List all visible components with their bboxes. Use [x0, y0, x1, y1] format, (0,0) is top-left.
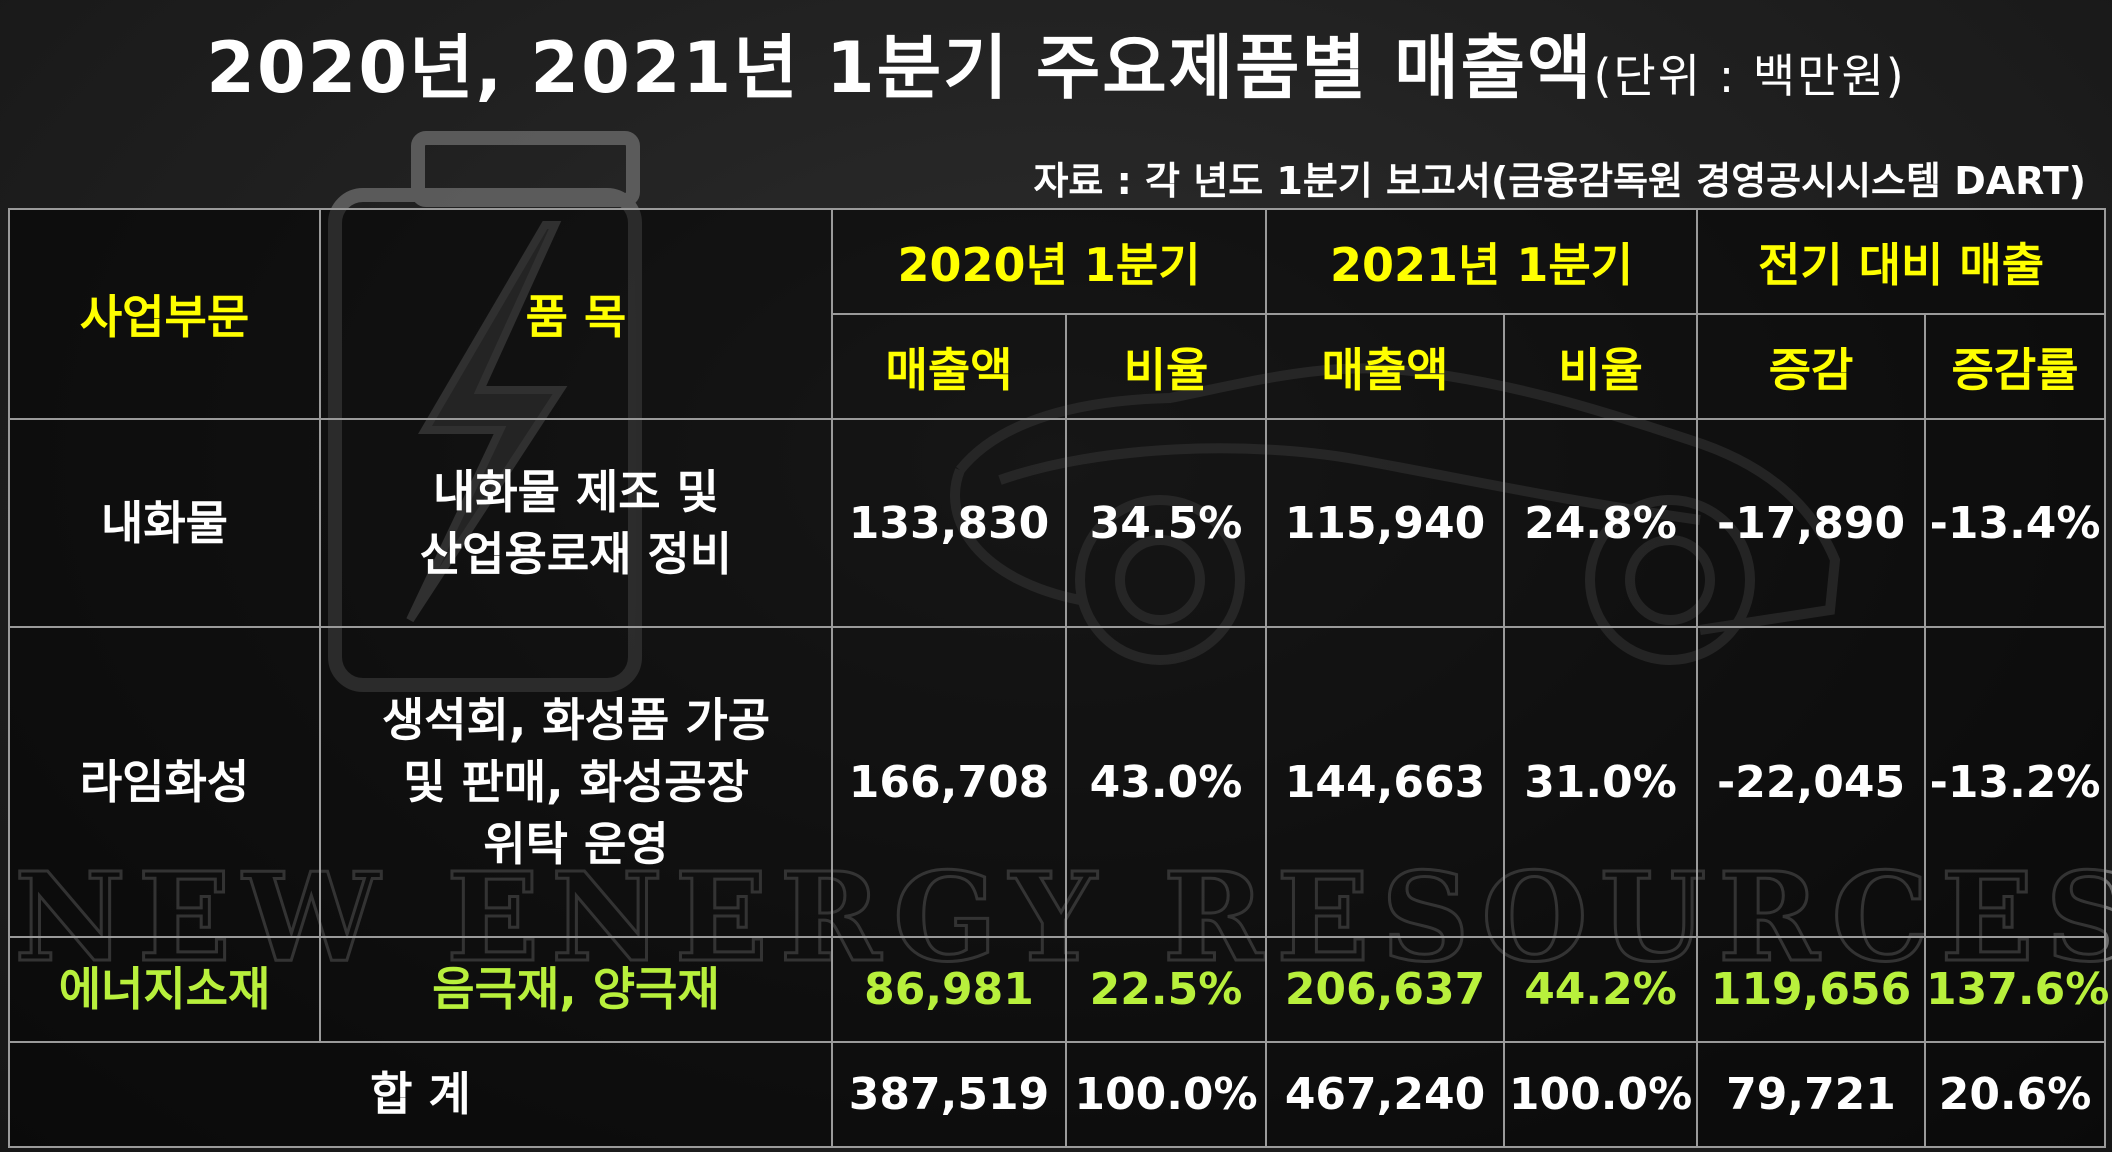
total-label: 합 계: [8, 1040, 833, 1149]
diff-cell: -17,890: [1696, 418, 1927, 629]
header-segment: 사업부문: [8, 207, 321, 421]
header-product: 품 목: [319, 207, 833, 421]
segment-cell: 에너지소재: [8, 935, 321, 1043]
sales-2020-cell: 86,981: [831, 935, 1067, 1043]
title-text: 2020년, 2021년 1분기 주요제품별 매출액: [206, 27, 1594, 109]
header-q2021: 2021년 1분기: [1265, 207, 1699, 316]
sales-2021-cell: 144,663: [1265, 626, 1506, 938]
segment-cell: 내화물: [8, 418, 321, 629]
ratio-2020-cell: 43.0%: [1064, 626, 1268, 938]
diff-rate-cell: 137.6%: [1924, 935, 2109, 1043]
table-row-highlight: 에너지소재 음극재, 양극재 86,981 22.5% 206,637 44.2…: [8, 935, 2109, 1043]
header-ratio-2021: 비율: [1503, 313, 1699, 421]
diff-cell: 119,656: [1696, 935, 1927, 1043]
source-note: 자료 : 각 년도 1분기 보고서(금융감독원 경영공시시스템 DART): [1033, 159, 2086, 203]
ratio-2020-cell: 22.5%: [1064, 935, 1268, 1043]
total-sales-2020: 387,519: [831, 1040, 1067, 1149]
total-diff-rate: 20.6%: [1924, 1040, 2107, 1149]
header-q2020: 2020년 1분기: [830, 207, 1268, 316]
total-ratio-2021: 100.0%: [1503, 1040, 1699, 1149]
table-row: 라임화성 생석회, 화성품 가공 및 판매, 화성공장 위탁 운영 166,70…: [8, 626, 2107, 938]
header-ratio-2020: 비율: [1064, 313, 1268, 421]
header-row-1: 사업부문 품 목 2020년 1분기 2021년 1분기 전기 대비 매출: [8, 207, 2107, 421]
diff-rate-cell: -13.4%: [1924, 418, 2107, 629]
ratio-2020-cell: 34.5%: [1064, 418, 1268, 629]
table-row: 내화물 내화물 제조 및 산업용로재 정비 133,830 34.5% 115,…: [8, 418, 2107, 629]
ratio-2021-cell: 44.2%: [1503, 935, 1699, 1043]
total-ratio-2020: 100.0%: [1064, 1040, 1268, 1149]
sales-2021-cell: 206,637: [1265, 935, 1506, 1043]
product-cell: 생석회, 화성품 가공 및 판매, 화성공장 위탁 운영: [319, 626, 833, 938]
header-diff: 증감: [1696, 313, 1927, 421]
header-row-2: 매출액 비율 매출액 비율 증감 증감률: [9, 313, 2107, 421]
diff-cell: -22,045: [1696, 626, 1927, 938]
sales-2020-cell: 166,708: [831, 626, 1067, 938]
sales-2021-cell: 115,940: [1265, 418, 1506, 629]
sales-2020-cell: 133,830: [831, 418, 1067, 629]
total-sales-2021: 467,240: [1265, 1040, 1506, 1149]
header-sales-2020: 매출액: [831, 313, 1067, 421]
product-cell: 내화물 제조 및 산업용로재 정비: [319, 418, 833, 629]
diff-rate-cell: -13.2%: [1924, 626, 2107, 938]
sales-table: 사업부문 품 목 2020년 1분기 2021년 1분기 전기 대비 매출 매출…: [8, 207, 2109, 1149]
product-cell: 음극재, 양극재: [319, 935, 833, 1043]
total-row: 합 계 387,519 100.0% 467,240 100.0% 79,721…: [8, 1040, 2107, 1149]
header-change: 전기 대비 매출: [1696, 207, 2107, 316]
header-diff-rate: 증감률: [1924, 313, 2107, 421]
header-sales-2021: 매출액: [1265, 313, 1506, 421]
segment-cell: 라임화성: [8, 626, 321, 938]
ratio-2021-cell: 24.8%: [1503, 418, 1699, 629]
page-title: 2020년, 2021년 1분기 주요제품별 매출액(단위 : 백만원): [0, 12, 2112, 113]
unit-label: (단위 : 백만원): [1593, 49, 1906, 103]
ratio-2021-cell: 31.0%: [1503, 626, 1699, 938]
total-diff: 79,721: [1696, 1040, 1927, 1149]
